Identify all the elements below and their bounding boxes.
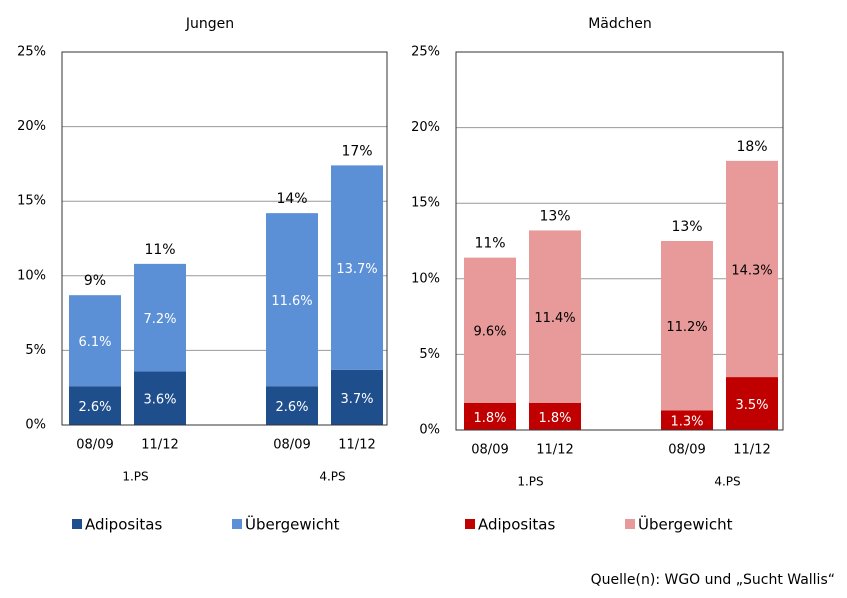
- legend-label: Adipositas: [478, 516, 555, 534]
- value-label: 13.7%: [336, 262, 377, 277]
- bar-segment: [464, 257, 516, 403]
- bar-segment: [529, 230, 581, 403]
- legend-label: Adipositas: [85, 516, 162, 534]
- y-tick-label: 10%: [17, 268, 46, 283]
- value-label: 7.2%: [143, 312, 176, 327]
- legend-label: Übergewicht: [638, 515, 733, 534]
- x-tick-label: 11/12: [141, 438, 178, 453]
- y-tick-label: 20%: [17, 119, 46, 134]
- y-tick-label: 25%: [17, 45, 46, 60]
- value-label: 1.8%: [538, 411, 571, 426]
- bar-segment: [134, 371, 186, 425]
- y-tick-label: 25%: [411, 45, 440, 60]
- legend-swatch: [72, 519, 82, 529]
- value-label: 11.2%: [666, 320, 707, 335]
- x-tick-label: 08/09: [273, 438, 310, 453]
- chart-title: Mädchen: [588, 16, 652, 32]
- bar-segment: [134, 263, 186, 372]
- legend-swatch: [465, 519, 475, 529]
- legend-swatch: [625, 519, 635, 529]
- bar-segment: [331, 165, 383, 370]
- value-label: 1.3%: [670, 415, 703, 430]
- y-tick-label: 15%: [411, 196, 440, 211]
- chart-title: Jungen: [185, 16, 234, 32]
- legend-swatch: [232, 519, 242, 529]
- total-label: 11%: [474, 236, 505, 252]
- group-label: 1.PS: [122, 470, 148, 484]
- value-label: 11.6%: [271, 294, 312, 309]
- bar-segment: [266, 213, 318, 387]
- x-tick-label: 11/12: [338, 438, 375, 453]
- bar-segment: [266, 386, 318, 425]
- source: Quelle(n): WGO und „Sucht Wallis“: [591, 572, 835, 588]
- value-label: 2.6%: [275, 400, 308, 415]
- y-tick-label: 10%: [411, 271, 440, 286]
- total-label: 11%: [144, 242, 175, 258]
- total-label: 13%: [671, 219, 702, 235]
- bar-segment: [464, 402, 516, 430]
- x-tick-label: 11/12: [536, 443, 573, 458]
- total-label: 9%: [84, 273, 106, 289]
- x-tick-label: 08/09: [668, 443, 705, 458]
- y-tick-label: 5%: [419, 347, 440, 362]
- group-label: 4.PS: [319, 470, 345, 484]
- value-label: 14.3%: [731, 263, 772, 278]
- bar-segment: [331, 369, 383, 425]
- total-label: 18%: [736, 139, 767, 155]
- group-label: 4.PS: [714, 475, 740, 489]
- bar-segment: [661, 241, 713, 411]
- legend-label: Übergewicht: [245, 515, 340, 534]
- value-label: 3.7%: [340, 392, 373, 407]
- total-label: 17%: [341, 143, 372, 159]
- value-label: 9.6%: [473, 325, 506, 340]
- x-tick-label: 11/12: [733, 443, 770, 458]
- y-tick-label: 5%: [25, 343, 46, 358]
- value-label: 3.5%: [735, 398, 768, 413]
- bar-segment: [726, 377, 778, 430]
- bar-segment: [69, 386, 121, 425]
- total-label: 14%: [276, 191, 307, 207]
- plot-frame: [61, 51, 388, 426]
- y-tick-label: 0%: [25, 418, 46, 433]
- value-label: 3.6%: [143, 393, 176, 408]
- bar-segment: [529, 402, 581, 430]
- total-label: 13%: [539, 208, 570, 224]
- bar-segment: [69, 295, 121, 387]
- value-label: 11.4%: [534, 311, 575, 326]
- y-tick-label: 0%: [419, 423, 440, 438]
- value-label: 2.6%: [78, 400, 111, 415]
- y-tick-label: 20%: [411, 120, 440, 135]
- x-tick-label: 08/09: [76, 438, 113, 453]
- bar-segment: [661, 410, 713, 430]
- plot-frame: [455, 51, 784, 431]
- value-label: 6.1%: [78, 335, 111, 350]
- value-label: 1.8%: [473, 411, 506, 426]
- group-label: 1.PS: [517, 475, 543, 489]
- bar-segment: [726, 160, 778, 378]
- x-tick-label: 08/09: [471, 443, 508, 458]
- y-tick-label: 15%: [17, 194, 46, 209]
